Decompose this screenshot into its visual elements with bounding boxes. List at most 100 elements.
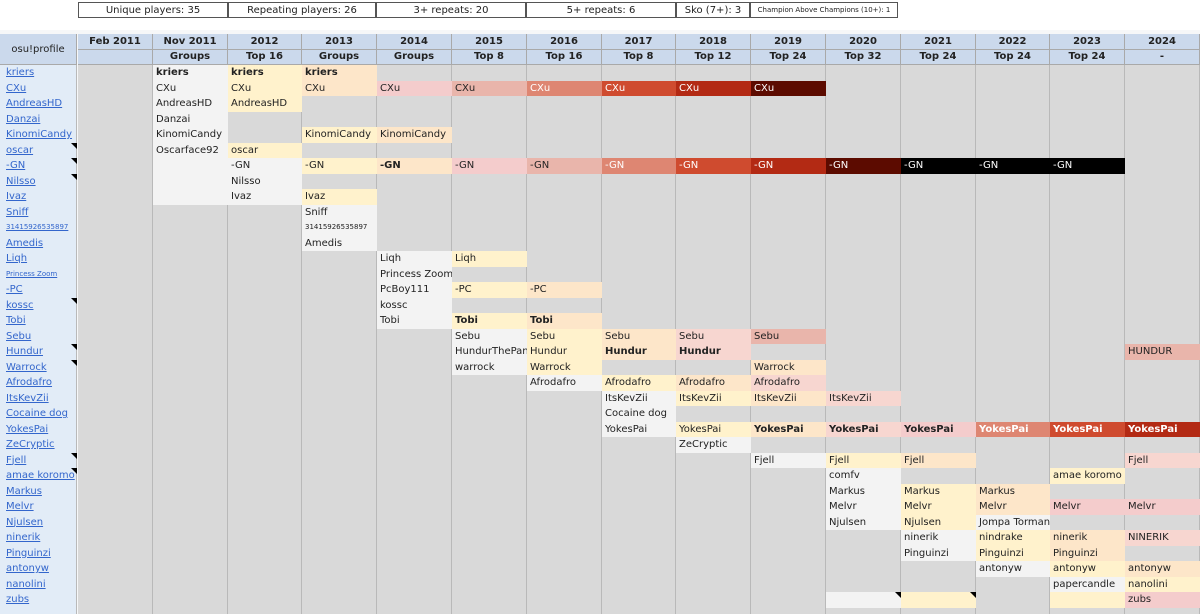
player-cell[interactable]: nindrake: [976, 530, 1050, 546]
profile-link[interactable]: Njulsen: [6, 516, 44, 528]
player-cell[interactable]: AndreasHD: [153, 96, 228, 112]
player-cell[interactable]: -GN: [976, 158, 1050, 174]
profile-link[interactable]: nanolini: [6, 578, 46, 590]
player-cell[interactable]: YokesPai: [976, 421, 1050, 437]
player-cell[interactable]: oscar: [228, 142, 302, 158]
profile-link[interactable]: -PC: [6, 284, 23, 295]
player-cell[interactable]: -GN: [751, 158, 826, 174]
profile-link[interactable]: YokesPai: [6, 423, 49, 435]
profile-link[interactable]: Sniff: [6, 206, 29, 218]
player-cell[interactable]: KinomiCandy: [377, 127, 452, 143]
player-cell[interactable]: YokesPai: [602, 421, 676, 437]
player-cell[interactable]: -PC: [527, 282, 602, 298]
profile-link[interactable]: Amedis: [6, 237, 44, 249]
player-cell[interactable]: CXu: [302, 80, 377, 96]
player-cell[interactable]: [1050, 592, 1125, 608]
player-cell[interactable]: Pinguinzi: [976, 545, 1050, 561]
player-cell[interactable]: [153, 189, 228, 205]
profile-link[interactable]: Tobi: [6, 315, 26, 326]
player-cell[interactable]: -GN: [452, 158, 527, 174]
player-cell[interactable]: YokesPai: [676, 421, 751, 437]
player-cell[interactable]: comfv: [826, 468, 901, 484]
player-cell[interactable]: kriers: [228, 65, 302, 81]
player-cell[interactable]: KinomiCandy: [302, 127, 377, 143]
player-cell[interactable]: Tobi: [527, 313, 602, 329]
player-cell[interactable]: Cocaine dog: [602, 406, 676, 422]
player-cell[interactable]: -GN: [1050, 158, 1125, 174]
profile-link[interactable]: Danzai: [6, 113, 41, 125]
profile-link[interactable]: kossc: [0, 297, 77, 314]
player-cell[interactable]: Afrodafro: [676, 375, 751, 391]
player-cell[interactable]: [153, 173, 228, 189]
player-cell[interactable]: YokesPai: [1050, 421, 1125, 437]
player-cell[interactable]: Sebu: [676, 328, 751, 344]
player-cell[interactable]: Nilsso: [228, 173, 302, 189]
player-cell[interactable]: CXu: [228, 80, 302, 96]
profile-link[interactable]: Pinguinzi: [6, 547, 51, 559]
player-cell[interactable]: -GN: [602, 158, 676, 174]
player-cell[interactable]: [153, 158, 228, 174]
player-cell[interactable]: ninerik: [901, 530, 976, 546]
player-cell[interactable]: Jompa Tormann: [976, 514, 1050, 530]
player-cell[interactable]: Sebu: [602, 328, 676, 344]
player-cell[interactable]: PcBoy111: [377, 282, 452, 298]
player-cell[interactable]: ZeCryptic: [676, 437, 751, 453]
player-cell[interactable]: Warrock: [527, 359, 602, 375]
player-cell[interactable]: ItsKevZii: [602, 390, 676, 406]
player-cell[interactable]: Njulsen: [901, 514, 976, 530]
player-cell[interactable]: HundurThePanda: [452, 344, 527, 360]
player-cell[interactable]: Ivaz: [302, 189, 377, 205]
profile-link[interactable]: Liqh: [6, 253, 28, 264]
player-cell[interactable]: CXu: [602, 80, 676, 96]
player-cell[interactable]: Melvr: [826, 499, 901, 515]
profile-link[interactable]: ZeCryptic: [6, 439, 55, 450]
profile-link[interactable]: oscar: [0, 142, 77, 159]
player-cell[interactable]: Sebu: [527, 328, 602, 344]
player-cell[interactable]: Fjell: [826, 452, 901, 468]
player-cell[interactable]: HUNDUR: [1125, 344, 1200, 360]
player-cell[interactable]: YokesPai: [751, 421, 826, 437]
player-cell[interactable]: Melvr: [901, 499, 976, 515]
profile-link[interactable]: Cocaine dog: [6, 408, 68, 419]
profile-link[interactable]: Hundur: [0, 344, 77, 360]
player-cell[interactable]: Afrodafro: [751, 375, 826, 391]
player-cell[interactable]: Markus: [826, 483, 901, 499]
profile-link[interactable]: antonyw: [6, 563, 49, 574]
player-cell[interactable]: YokesPai: [1125, 421, 1200, 437]
profile-link[interactable]: ItsKevZii: [6, 392, 49, 404]
player-cell[interactable]: antonyw: [1125, 561, 1200, 577]
player-cell[interactable]: -PC: [452, 282, 527, 298]
player-cell[interactable]: warrock: [452, 359, 527, 375]
player-cell[interactable]: nanolini: [1125, 576, 1200, 592]
player-cell[interactable]: YokesPai: [826, 421, 901, 437]
player-cell[interactable]: Pinguinzi: [901, 545, 976, 561]
player-cell[interactable]: Tobi: [377, 313, 452, 329]
player-cell[interactable]: ninerik: [1050, 530, 1125, 546]
player-cell[interactable]: Hundur: [527, 344, 602, 360]
player-cell[interactable]: -GN: [302, 158, 377, 174]
profile-link[interactable]: Warrock: [0, 359, 77, 376]
player-cell[interactable]: NINERIK: [1125, 530, 1200, 546]
player-cell[interactable]: CXu: [527, 80, 602, 96]
player-cell[interactable]: CXu: [377, 80, 452, 96]
player-cell[interactable]: papercandle: [1050, 576, 1125, 592]
player-cell[interactable]: -GN: [527, 158, 602, 174]
player-cell[interactable]: ItsKevZii: [751, 390, 826, 406]
player-cell[interactable]: Pinguinzi: [1050, 545, 1125, 561]
player-cell[interactable]: CXu: [676, 80, 751, 96]
player-cell[interactable]: Ivaz: [228, 189, 302, 205]
player-cell[interactable]: Hundur: [602, 344, 676, 360]
profile-link[interactable]: Princess Zoom: [6, 269, 58, 278]
profile-link[interactable]: 31415926535897: [6, 223, 69, 231]
profile-link[interactable]: Melvr: [6, 501, 34, 512]
player-cell[interactable]: Melvr: [976, 499, 1050, 515]
player-cell[interactable]: -GN: [901, 158, 976, 174]
profile-link[interactable]: Ivaz: [6, 191, 27, 202]
player-cell[interactable]: kossc: [377, 297, 452, 313]
player-cell[interactable]: Markus: [901, 483, 976, 499]
player-cell[interactable]: Liqh: [452, 251, 527, 267]
player-cell[interactable]: zubs: [1125, 592, 1200, 608]
profile-link[interactable]: KinomiCandy: [6, 129, 73, 140]
player-cell[interactable]: kriers: [153, 65, 228, 81]
player-cell[interactable]: ItsKevZii: [826, 390, 901, 406]
